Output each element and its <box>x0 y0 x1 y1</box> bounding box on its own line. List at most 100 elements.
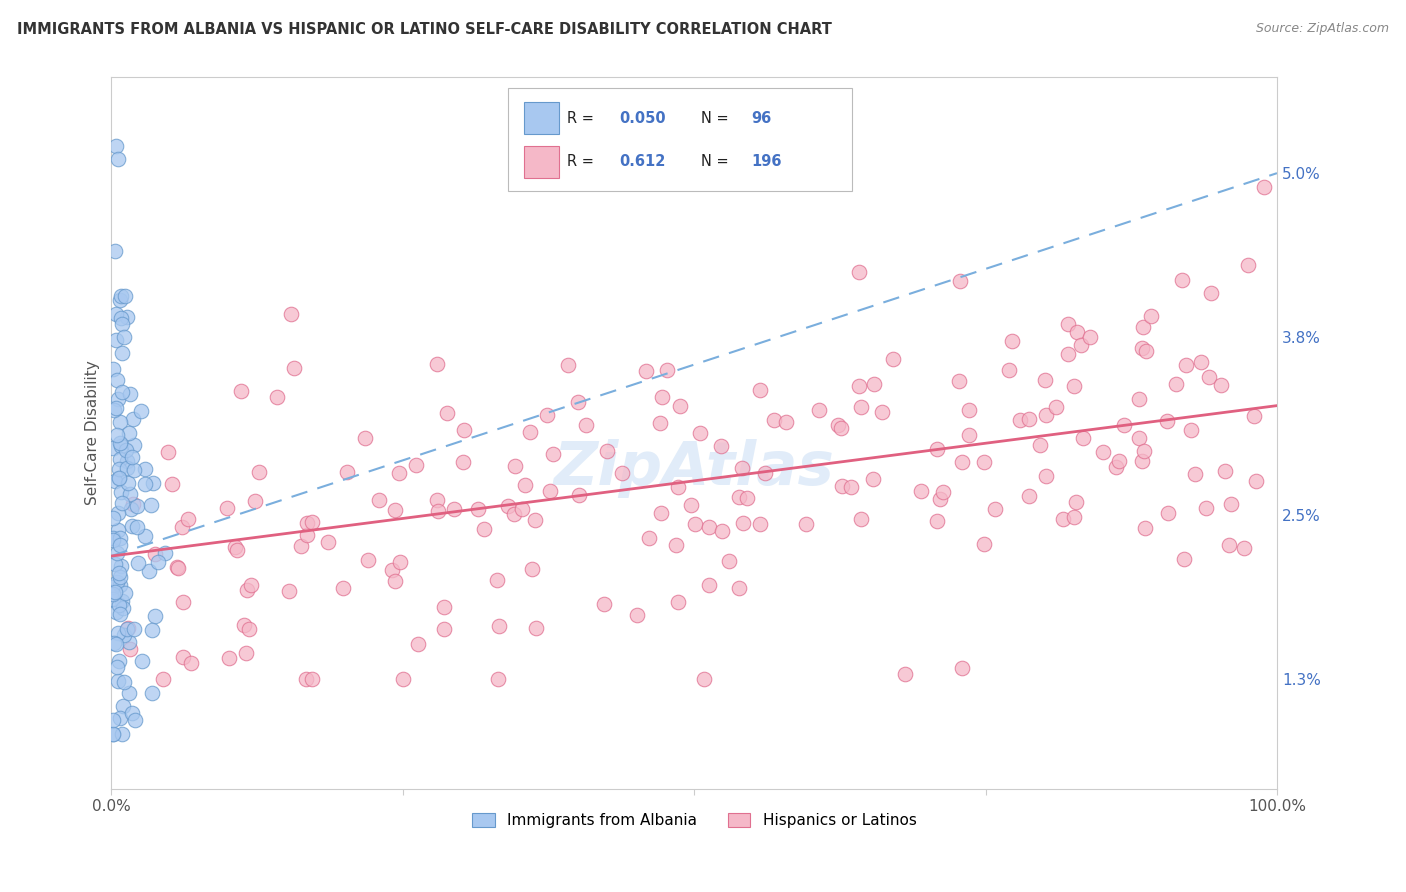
Point <box>110 484 132 499</box>
Point <box>122 463 145 477</box>
Point <box>1057 318 1080 332</box>
Point <box>122 497 145 511</box>
Point <box>1080 329 1102 343</box>
Point <box>436 406 458 420</box>
Text: 96: 96 <box>751 111 770 126</box>
Point <box>354 431 377 445</box>
Point <box>120 502 142 516</box>
Point <box>104 474 127 488</box>
Point <box>1028 438 1050 452</box>
Point <box>108 607 131 622</box>
Point <box>503 459 526 474</box>
Point <box>957 428 980 442</box>
Point <box>108 461 131 475</box>
Point <box>669 400 692 414</box>
Point <box>131 653 153 667</box>
Point <box>172 649 194 664</box>
Point <box>278 584 301 599</box>
Point <box>762 413 785 427</box>
Point <box>104 585 127 599</box>
Point <box>110 578 132 592</box>
Point <box>1237 258 1260 272</box>
Point <box>122 438 145 452</box>
Point <box>295 528 318 542</box>
Point <box>122 622 145 636</box>
Point <box>111 384 134 399</box>
Point <box>1133 444 1156 458</box>
Text: N =: N = <box>700 111 733 126</box>
Point <box>596 443 619 458</box>
Point <box>172 520 194 534</box>
Point <box>575 417 598 432</box>
Point <box>925 442 948 456</box>
Point <box>368 492 391 507</box>
Point <box>731 461 754 475</box>
Point <box>557 358 579 372</box>
Point <box>928 491 950 506</box>
Point <box>634 364 657 378</box>
Point <box>689 426 711 441</box>
Point <box>973 537 995 551</box>
Point <box>295 516 318 530</box>
Point <box>1105 460 1128 475</box>
Point <box>332 581 354 595</box>
Point <box>950 455 973 469</box>
Point <box>650 506 672 520</box>
Point <box>111 346 134 360</box>
Point <box>1063 510 1085 524</box>
Point <box>1130 341 1153 355</box>
Point <box>567 394 589 409</box>
Point <box>453 424 475 438</box>
Text: IMMIGRANTS FROM ALBANIA VS HISPANIC OR LATINO SELF-CARE DISABILITY CORRELATION C: IMMIGRANTS FROM ALBANIA VS HISPANIC OR L… <box>17 22 832 37</box>
Point <box>637 531 659 545</box>
Point <box>111 496 134 510</box>
Point <box>141 686 163 700</box>
Point <box>488 619 510 633</box>
Point <box>848 265 870 279</box>
Point <box>666 595 689 609</box>
Point <box>218 650 240 665</box>
Point <box>388 466 411 480</box>
Point <box>143 609 166 624</box>
Point <box>316 535 339 549</box>
Point <box>1213 464 1236 478</box>
Point <box>651 390 673 404</box>
Point <box>524 513 547 527</box>
Point <box>112 601 135 615</box>
Point <box>388 555 411 569</box>
Point <box>522 562 544 576</box>
Point <box>973 454 995 468</box>
Point <box>1233 541 1256 555</box>
Point <box>290 539 312 553</box>
Point <box>110 538 132 552</box>
Point <box>166 561 188 575</box>
Text: R =: R = <box>567 154 598 169</box>
Point <box>1198 370 1220 384</box>
Point <box>114 289 136 303</box>
Point <box>134 477 156 491</box>
Point <box>295 672 318 686</box>
Point <box>1128 392 1150 406</box>
Point <box>1173 552 1195 566</box>
Point <box>110 558 132 573</box>
Point <box>754 466 776 480</box>
Point <box>101 587 124 601</box>
Point <box>1108 454 1130 468</box>
Point <box>224 540 246 554</box>
Point <box>851 511 873 525</box>
Point <box>728 581 751 595</box>
Text: 0.612: 0.612 <box>619 154 665 169</box>
Point <box>932 484 955 499</box>
Point <box>166 559 188 574</box>
Point <box>233 617 256 632</box>
Point <box>496 499 519 513</box>
Point <box>153 546 176 560</box>
Point <box>717 554 740 568</box>
Point <box>108 415 131 429</box>
Point <box>101 511 124 525</box>
Point <box>1010 413 1032 427</box>
Point <box>408 637 430 651</box>
Point <box>1132 320 1154 334</box>
Point <box>105 373 128 387</box>
Text: R =: R = <box>567 111 598 126</box>
